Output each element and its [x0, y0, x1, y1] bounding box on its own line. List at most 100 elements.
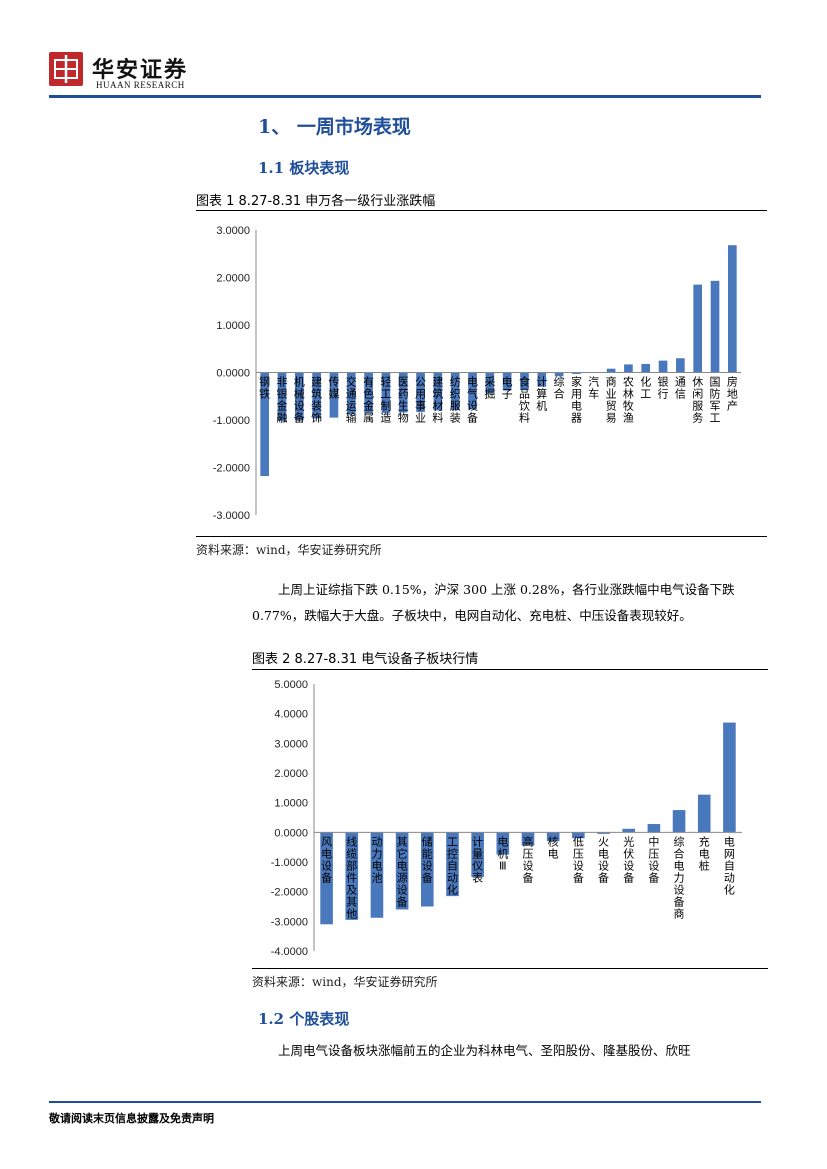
bar	[446, 832, 459, 897]
svg-text:地: 地	[727, 388, 738, 401]
svg-text:交: 交	[346, 375, 357, 389]
svg-text:设: 设	[674, 883, 685, 896]
figure-2-top-rule	[252, 669, 768, 670]
svg-text:设: 设	[623, 859, 634, 872]
svg-text:他: 他	[346, 907, 357, 920]
svg-text:料: 料	[432, 411, 443, 425]
svg-text:机: 机	[536, 399, 547, 413]
svg-text:服: 服	[450, 400, 461, 413]
svg-text:业: 业	[606, 388, 617, 401]
svg-text:防: 防	[710, 387, 721, 401]
svg-text:媒: 媒	[328, 388, 339, 401]
svg-text:饰: 饰	[311, 411, 322, 425]
bar	[658, 360, 668, 373]
bar	[546, 832, 560, 842]
bar	[312, 372, 321, 419]
bar	[537, 372, 547, 387]
svg-text:网: 网	[724, 848, 735, 860]
bar	[346, 372, 356, 415]
svg-text:缆: 缆	[346, 847, 357, 860]
svg-text:备: 备	[523, 870, 534, 884]
svg-text:造: 造	[380, 411, 391, 425]
svg-text:装: 装	[311, 400, 322, 413]
category-label: 电气设备	[467, 376, 478, 425]
bar	[647, 824, 661, 833]
bar	[520, 372, 529, 391]
svg-text:非: 非	[276, 376, 287, 389]
svg-text:Ⅲ: Ⅲ	[499, 860, 507, 872]
svg-text:金: 金	[363, 399, 374, 413]
svg-text:能: 能	[422, 846, 433, 860]
bar	[320, 832, 333, 925]
svg-text:综: 综	[554, 375, 565, 389]
svg-text:服: 服	[692, 400, 703, 413]
svg-text:食: 食	[519, 375, 530, 389]
svg-text:电: 电	[497, 835, 508, 848]
bar	[370, 832, 384, 918]
svg-text:通: 通	[346, 388, 357, 401]
svg-text:电: 电	[699, 847, 710, 860]
svg-text:工: 工	[380, 389, 391, 401]
svg-text:车: 车	[588, 387, 599, 401]
svg-text:制: 制	[380, 400, 391, 413]
svg-text:器: 器	[571, 412, 582, 425]
category-label: 采掘	[484, 376, 495, 401]
svg-text:电: 电	[724, 835, 735, 848]
svg-text:设: 设	[467, 400, 478, 413]
svg-text:仪: 仪	[472, 859, 483, 872]
bar	[693, 284, 703, 373]
category-label: 电网自动化	[724, 835, 735, 896]
svg-text:色: 色	[363, 387, 374, 401]
svg-text:池: 池	[371, 871, 382, 884]
bar	[421, 832, 434, 907]
svg-text:运: 运	[346, 400, 357, 413]
svg-text:备: 备	[674, 894, 685, 908]
svg-text:压: 压	[523, 847, 534, 860]
bar	[433, 372, 443, 411]
svg-text:务: 务	[692, 412, 703, 425]
svg-text:筑: 筑	[311, 387, 322, 401]
y-tick-label: 0.0000	[216, 368, 250, 380]
svg-text:行: 行	[658, 388, 669, 401]
svg-text:铁: 铁	[259, 388, 270, 401]
logo-mark	[49, 52, 83, 86]
svg-text:药: 药	[398, 388, 409, 401]
y-tick-label: -2.0000	[271, 887, 308, 899]
bar	[622, 828, 635, 833]
bar	[723, 722, 736, 833]
svg-text:备: 备	[648, 870, 659, 884]
svg-text:机: 机	[294, 375, 305, 389]
bar	[728, 245, 737, 373]
svg-text:量: 量	[472, 847, 483, 860]
svg-text:它: 它	[397, 846, 408, 860]
figure-1-title: 图表 1 8.27-8.31 申万各一级行业涨跌幅	[196, 194, 436, 209]
y-tick-label: -4.0000	[271, 946, 308, 958]
y-tick-label: -3.0000	[271, 916, 308, 928]
svg-text:备: 备	[467, 411, 478, 425]
bar	[676, 358, 685, 373]
category-label: 计算机	[536, 376, 547, 413]
y-tick-label: 0.0000	[274, 827, 308, 839]
svg-text:设: 设	[523, 859, 534, 872]
svg-text:充: 充	[699, 834, 710, 848]
svg-text:商: 商	[674, 906, 685, 920]
svg-text:其: 其	[397, 835, 408, 848]
svg-text:电: 电	[397, 859, 408, 872]
svg-text:压: 压	[648, 847, 659, 860]
svg-text:设: 设	[648, 859, 659, 872]
svg-text:筑: 筑	[432, 387, 443, 401]
svg-text:林: 林	[623, 387, 634, 401]
logo-name: 华安证券	[92, 57, 189, 83]
